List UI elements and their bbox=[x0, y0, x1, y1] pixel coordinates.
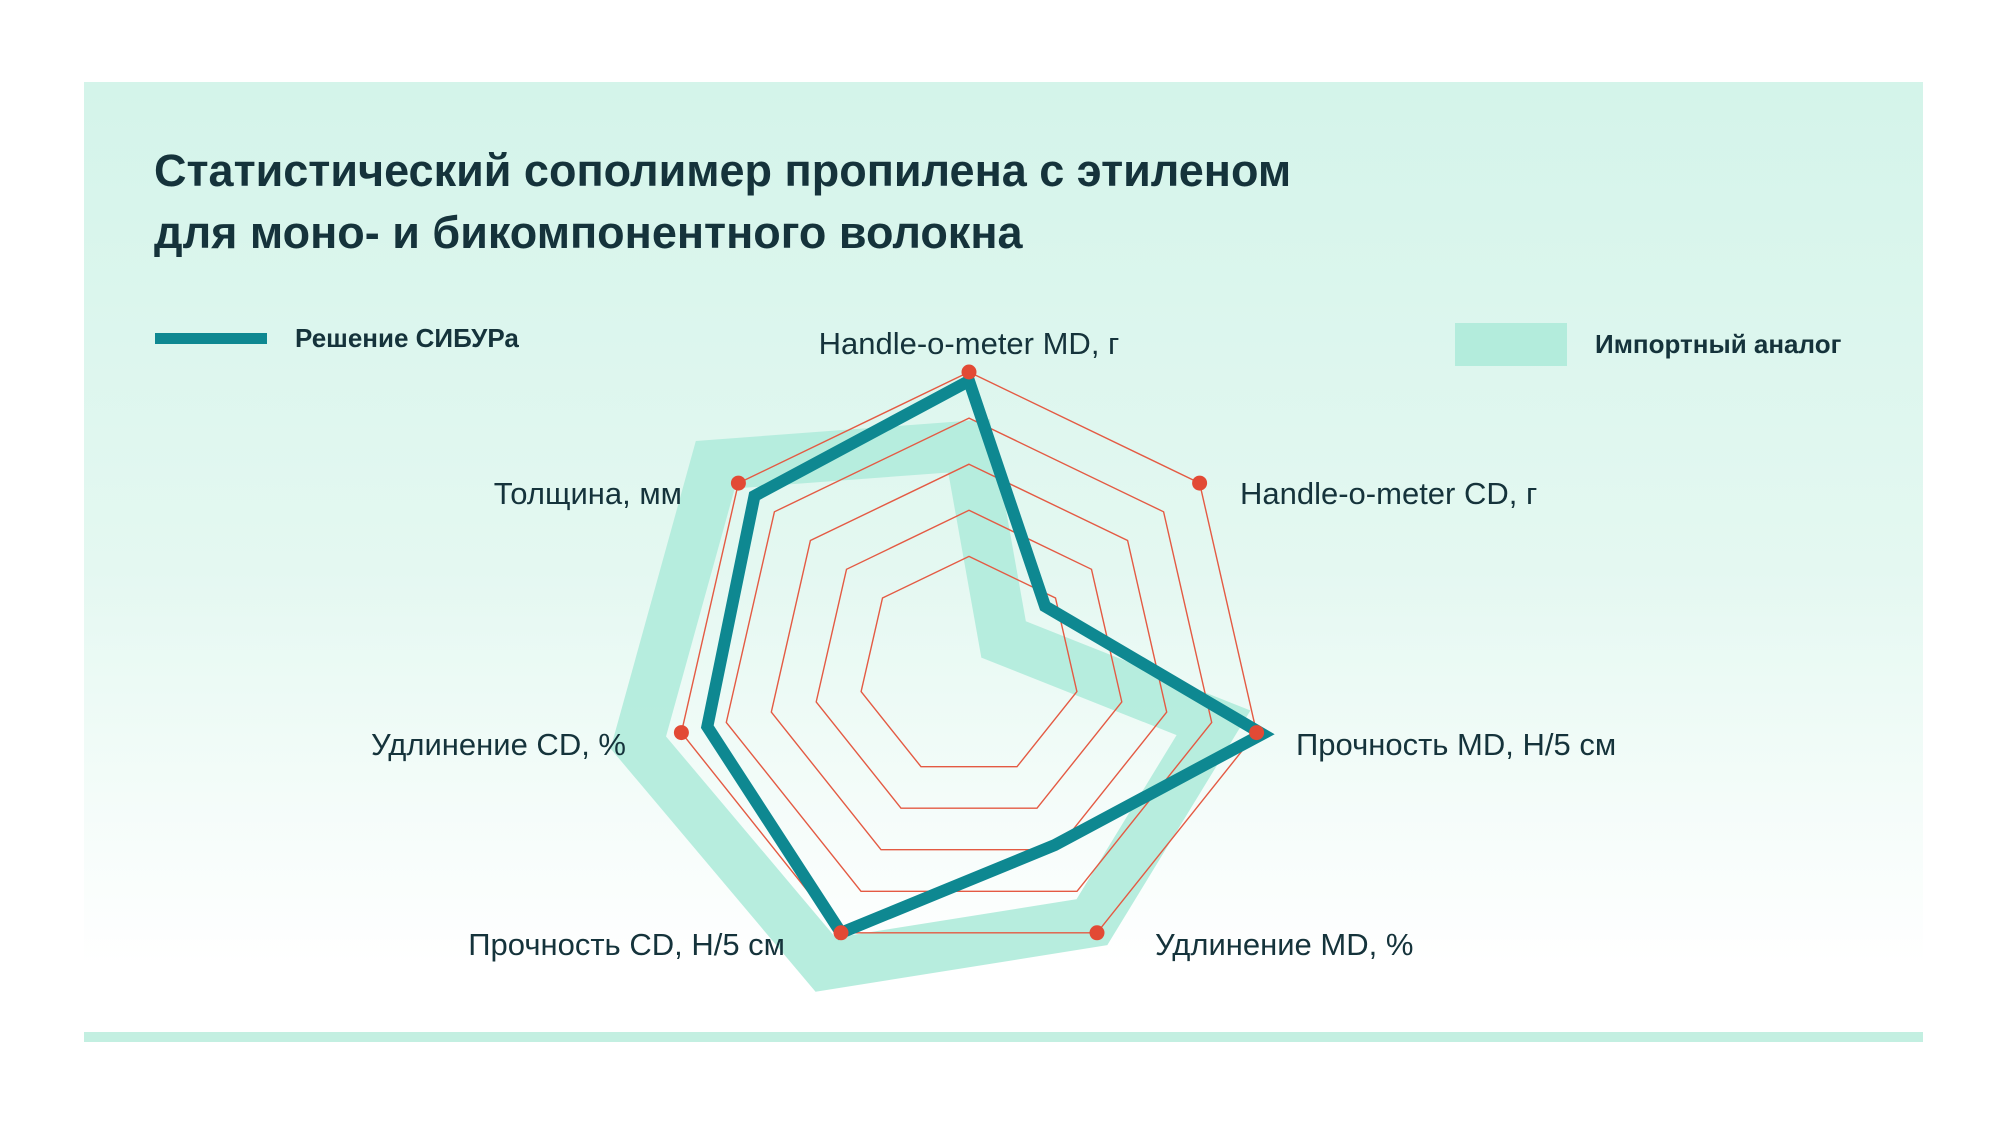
chart-title-line-1: Статистический сополимер пропилена с эти… bbox=[154, 145, 1292, 196]
axis-marker-4 bbox=[1089, 925, 1105, 941]
axis-marker-3 bbox=[1249, 725, 1265, 741]
axis-marker-1 bbox=[961, 364, 977, 380]
axis-label-2: Handle-o-meter CD, г bbox=[1240, 476, 1537, 511]
legend-item-sibur: Решение СИБУРа bbox=[155, 323, 519, 354]
sibur-series-layer bbox=[700, 372, 1275, 941]
axis-label-7: Толщина, мм bbox=[494, 476, 682, 511]
legend-band-swatch bbox=[1455, 323, 1567, 366]
axis-marker-6 bbox=[673, 725, 689, 741]
legend-line-swatch bbox=[155, 333, 267, 344]
legend-label-sibur: Решение СИБУРа bbox=[295, 323, 519, 353]
axis-label-4: Удлинение MD, % bbox=[1155, 927, 1413, 962]
grid-ring-2 bbox=[815, 509, 1123, 809]
grid-ring-3 bbox=[770, 463, 1168, 851]
grid-ring-4 bbox=[725, 417, 1213, 892]
axis-label-1: Handle-o-meter MD, г bbox=[819, 326, 1120, 361]
sibur-series-line bbox=[700, 372, 1275, 941]
axis-marker-5 bbox=[833, 925, 849, 941]
axis-labels: Handle-o-meter MD, г Handle-o-meter CD, г… bbox=[371, 326, 1616, 962]
bottom-divider bbox=[84, 1032, 1923, 1042]
axis-marker-2 bbox=[1192, 475, 1208, 491]
axis-label-5: Прочность CD, Н/5 см bbox=[468, 927, 785, 962]
axis-marker-7 bbox=[730, 475, 746, 491]
axis-end-markers bbox=[673, 364, 1265, 941]
chart-title-line-2: для моно- и бикомпонентного волокна bbox=[154, 207, 1023, 258]
import-analog-band bbox=[610, 419, 1251, 992]
axis-label-3: Прочность MD, Н/5 см bbox=[1296, 727, 1616, 762]
chart-title: Статистический сополимер пропилена с эти… bbox=[154, 140, 1291, 264]
legend-label-import: Импортный аналог bbox=[1595, 329, 1842, 359]
axis-label-6: Удлинение CD, % bbox=[371, 727, 626, 762]
legend-item-import: Импортный аналог bbox=[1455, 323, 1841, 366]
import-band-layer bbox=[610, 419, 1251, 992]
grid-ring-5 bbox=[680, 371, 1258, 934]
